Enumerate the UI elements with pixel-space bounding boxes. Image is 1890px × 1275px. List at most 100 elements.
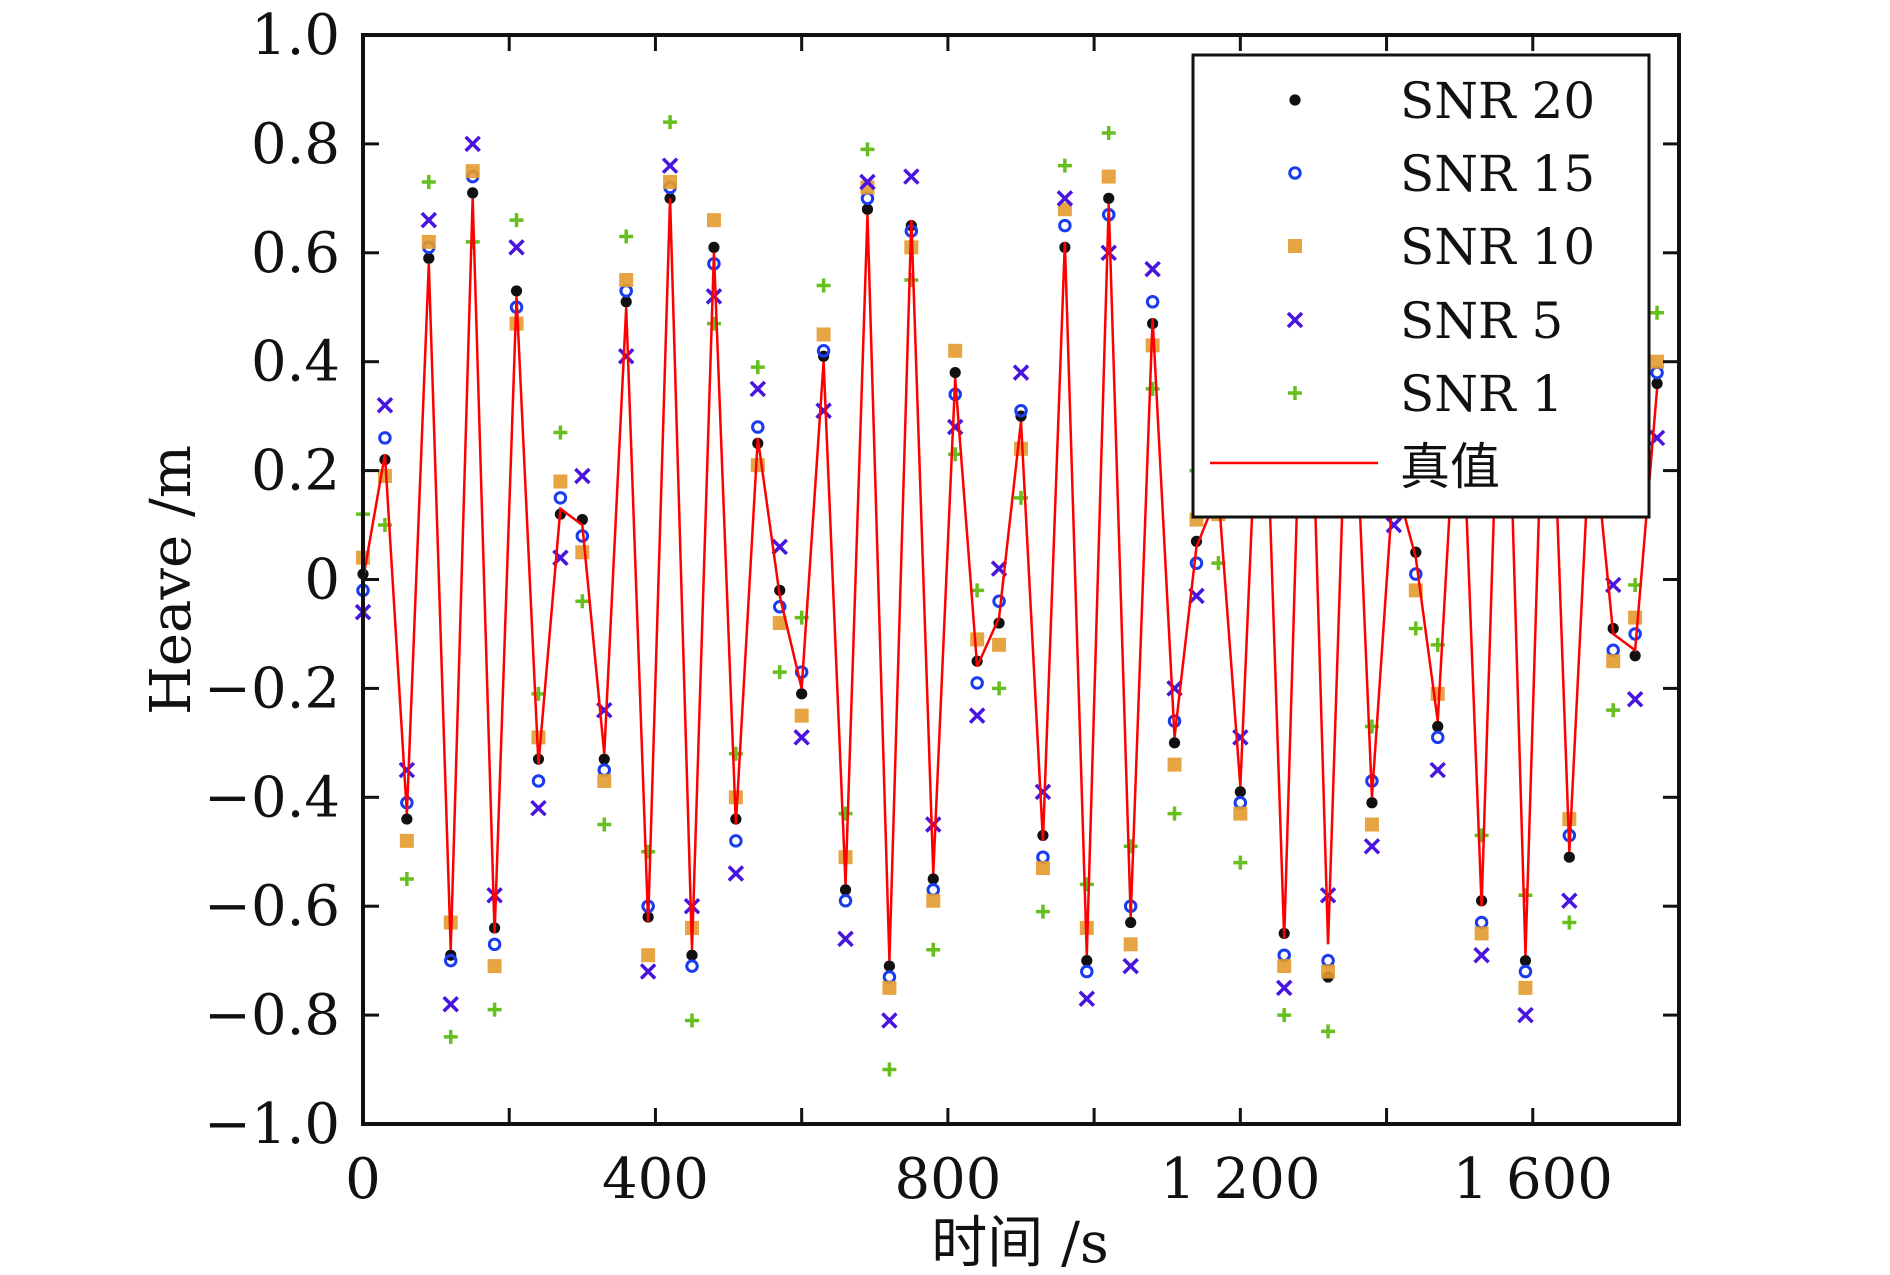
data-point-shape	[949, 366, 961, 379]
data-point	[683, 897, 701, 915]
data-point-shape	[838, 894, 853, 908]
data-point	[749, 380, 767, 398]
data-point	[1651, 377, 1663, 390]
data-point	[661, 157, 679, 174]
data-point-shape	[883, 960, 896, 972]
data-point	[1057, 158, 1072, 173]
data-point	[1125, 916, 1137, 929]
data-point-shape	[1319, 887, 1337, 904]
data-point	[1103, 192, 1115, 204]
data-point	[970, 676, 984, 690]
data-point-shape	[685, 1013, 699, 1028]
data-point	[1319, 887, 1337, 904]
data-point-shape	[1651, 377, 1663, 390]
data-point-shape	[376, 397, 394, 414]
data-point	[772, 599, 787, 614]
data-point	[641, 948, 656, 963]
data-point-shape	[771, 538, 788, 556]
data-point	[421, 175, 436, 190]
data-point-shape	[1606, 703, 1621, 718]
ticks	[361, 33, 1681, 1126]
data-point-shape	[1474, 828, 1489, 843]
data-point	[1167, 757, 1182, 772]
data-point-shape	[378, 431, 392, 445]
data-point-shape	[1034, 783, 1052, 801]
data-point-shape	[398, 761, 416, 779]
data-point	[751, 420, 765, 434]
data-point	[641, 844, 656, 859]
data-point	[575, 594, 590, 609]
x-tick-label: 1 600	[1453, 1147, 1613, 1212]
data-point-shape	[1103, 192, 1115, 204]
data-point-shape	[1409, 567, 1423, 581]
legend-markers	[1286, 94, 1304, 400]
data-point	[1168, 737, 1181, 749]
legend-marker-icon	[1288, 239, 1302, 253]
data-point-shape	[1518, 964, 1533, 979]
data-point-shape	[1366, 797, 1378, 809]
y-tick-label: 0.4	[251, 330, 340, 395]
data-point	[1036, 850, 1050, 864]
data-point	[793, 729, 810, 746]
data-point	[1122, 957, 1139, 975]
data-point	[487, 937, 502, 952]
data-point	[619, 273, 634, 288]
data-point-shape	[1080, 964, 1094, 979]
y-tick-label: 0.6	[251, 221, 340, 286]
data-point-shape	[860, 142, 875, 157]
data-point	[401, 813, 413, 825]
data-point	[420, 211, 438, 229]
data-point	[772, 616, 787, 631]
data-point	[771, 538, 788, 556]
data-point-shape	[1233, 855, 1248, 870]
data-point	[927, 873, 939, 885]
data-point-shape	[1561, 892, 1578, 909]
legend-box	[1191, 53, 1651, 519]
data-point-shape	[1364, 817, 1379, 832]
data-point-shape	[1606, 643, 1620, 658]
x-tick-label: 400	[602, 1147, 709, 1212]
data-point	[1474, 915, 1489, 930]
data-point-shape	[1014, 403, 1028, 418]
data-point-shape	[1145, 295, 1160, 309]
data-point	[1100, 244, 1117, 262]
data-point-shape	[1321, 1024, 1336, 1039]
data-point-shape	[1626, 691, 1644, 708]
data-point-shape	[1563, 851, 1575, 863]
data-point-shape	[927, 873, 939, 885]
data-point-shape	[749, 380, 767, 398]
data-point	[837, 930, 854, 948]
data-point	[796, 688, 808, 700]
data-point-shape	[641, 948, 656, 963]
data-point	[1057, 202, 1072, 217]
data-point-shape	[685, 959, 699, 973]
data-point	[553, 491, 568, 505]
data-point	[597, 817, 612, 832]
data-point	[531, 686, 546, 701]
data-point	[1321, 964, 1336, 979]
data-point-shape	[1432, 720, 1444, 733]
data-point-shape	[641, 844, 656, 859]
data-point-shape	[1123, 937, 1138, 952]
y-tick-label: 0.8	[251, 112, 340, 177]
data-point	[442, 995, 459, 1013]
data-point-shape	[816, 344, 831, 358]
y-tick-label: 1.0	[251, 3, 340, 68]
data-point-shape	[992, 594, 1006, 609]
data-point	[1012, 364, 1030, 381]
data-point-shape	[639, 963, 657, 980]
data-point-shape	[1101, 126, 1116, 141]
y-tick-label: −0.4	[204, 765, 340, 830]
data-point-shape	[508, 239, 525, 256]
data-point-shape	[1167, 757, 1182, 772]
data-point-shape	[705, 288, 723, 305]
y-tick-label: 0	[304, 548, 340, 613]
legend-label-snr15: SNR 15	[1400, 145, 1595, 203]
data-point	[465, 164, 480, 179]
data-point-shape	[619, 284, 633, 298]
data-point	[487, 1002, 502, 1017]
data-point-shape	[727, 865, 745, 882]
data-point-shape	[816, 278, 831, 293]
data-point	[598, 753, 610, 765]
